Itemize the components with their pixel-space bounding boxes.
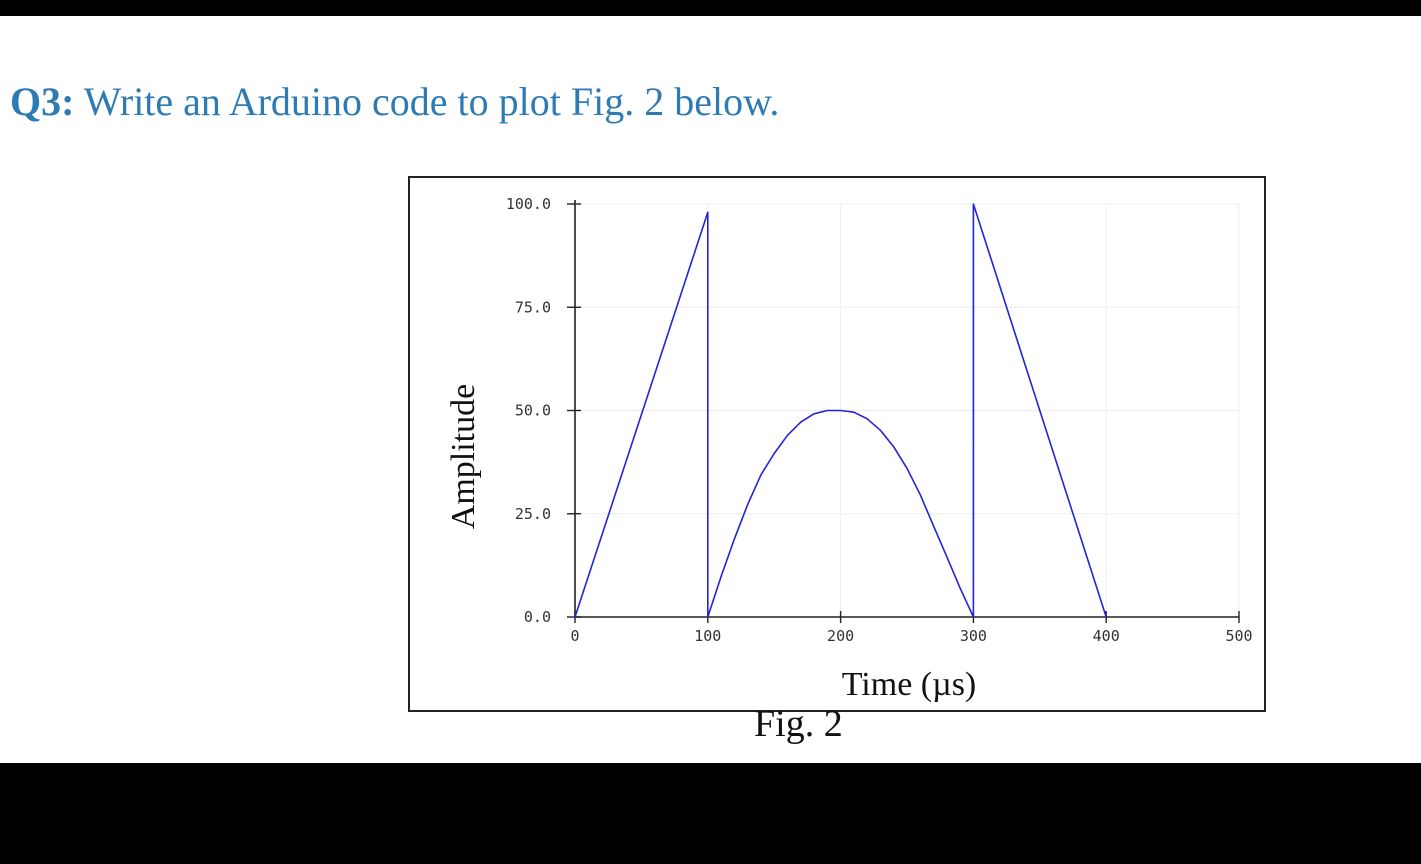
x-tick-label: 200 [827,627,854,645]
x-tick-label: 100 [694,627,721,645]
x-axis-title: Time (µs) [842,666,977,703]
document-page: Q3: Write an Arduino code to plot Fig. 2… [0,16,1421,763]
y-tick-label: 75.0 [515,298,551,316]
y-tick-label: 50.0 [515,402,551,420]
question-text: Write an Arduino code to plot Fig. 2 bel… [74,79,780,124]
y-tick-label: 25.0 [515,505,551,523]
y-tick-label: 0.0 [524,608,551,626]
waveform-chart: 0 100 200 300 400 500 0.0 25.0 50.0 75.0 100.0 Time… [445,195,1253,703]
x-tick-label: 500 [1225,627,1252,645]
question-number: Q3: [10,79,75,124]
x-tick-label: 0 [570,627,579,645]
y-axis-title: Amplitude [445,384,482,529]
series-line [574,203,1107,618]
x-tick-label: 400 [1093,627,1120,645]
x-tick-label: 300 [960,627,987,645]
figure-frame: 0 100 200 300 400 500 0.0 25.0 50.0 75.0 100.0 Time… [408,176,1266,712]
figure-caption: Fig. 2 [754,703,843,745]
question-heading: Q3: Write an Arduino code to plot Fig. 2… [10,78,779,125]
y-tick-label: 100.0 [506,195,551,213]
